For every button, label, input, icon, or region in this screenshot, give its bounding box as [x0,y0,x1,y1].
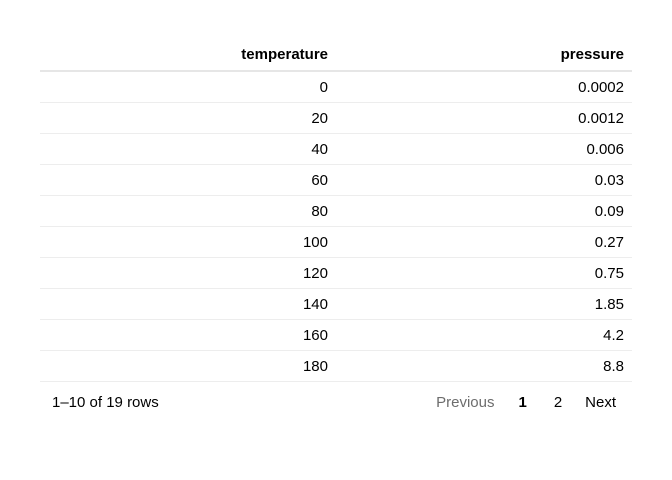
table-row: 80 0.09 [40,195,632,227]
table-row: 60 0.03 [40,164,632,196]
table-row: 180 8.8 [40,350,632,382]
table-row: 0 0.0002 [40,71,632,103]
cell-temperature: 0 [40,71,336,103]
cell-pressure: 0.09 [336,195,632,227]
cell-temperature: 140 [40,288,336,320]
cell-temperature: 80 [40,195,336,227]
cell-pressure: 0.03 [336,164,632,196]
cell-temperature: 180 [40,350,336,382]
column-header-temperature[interactable]: temperature [40,38,336,72]
table-row: 160 4.2 [40,319,632,351]
page-info: 1–10 of 19 rows [52,394,159,411]
table-row: 140 1.85 [40,288,632,320]
reactable-table-container: temperature pressure 0 0.0002 20 0.0012 … [40,38,632,424]
cell-pressure: 0.0012 [336,102,632,134]
pagination-bar: 1–10 of 19 rows Previous 1 2 Next [40,382,632,424]
cell-temperature: 160 [40,319,336,351]
page-2-button[interactable]: 2 [553,394,563,411]
next-page-button[interactable]: Next [585,394,616,411]
data-table: temperature pressure 0 0.0002 20 0.0012 … [40,38,632,382]
cell-pressure: 0.27 [336,226,632,258]
page-navigation: Previous 1 2 Next [436,394,616,411]
cell-temperature: 100 [40,226,336,258]
table-header-row: temperature pressure [40,38,632,72]
cell-temperature: 60 [40,164,336,196]
table-row: 120 0.75 [40,257,632,289]
previous-page-button[interactable]: Previous [436,394,495,411]
table-row: 100 0.27 [40,226,632,258]
table-row: 40 0.006 [40,133,632,165]
cell-pressure: 4.2 [336,319,632,351]
cell-temperature: 40 [40,133,336,165]
cell-pressure: 0.0002 [336,71,632,103]
cell-pressure: 0.75 [336,257,632,289]
page-1-button[interactable]: 1 [518,394,527,411]
column-header-pressure[interactable]: pressure [336,38,632,72]
cell-pressure: 0.006 [336,133,632,165]
cell-temperature: 120 [40,257,336,289]
cell-pressure: 8.8 [336,350,632,382]
table-row: 20 0.0012 [40,102,632,134]
cell-temperature: 20 [40,102,336,134]
cell-pressure: 1.85 [336,288,632,320]
